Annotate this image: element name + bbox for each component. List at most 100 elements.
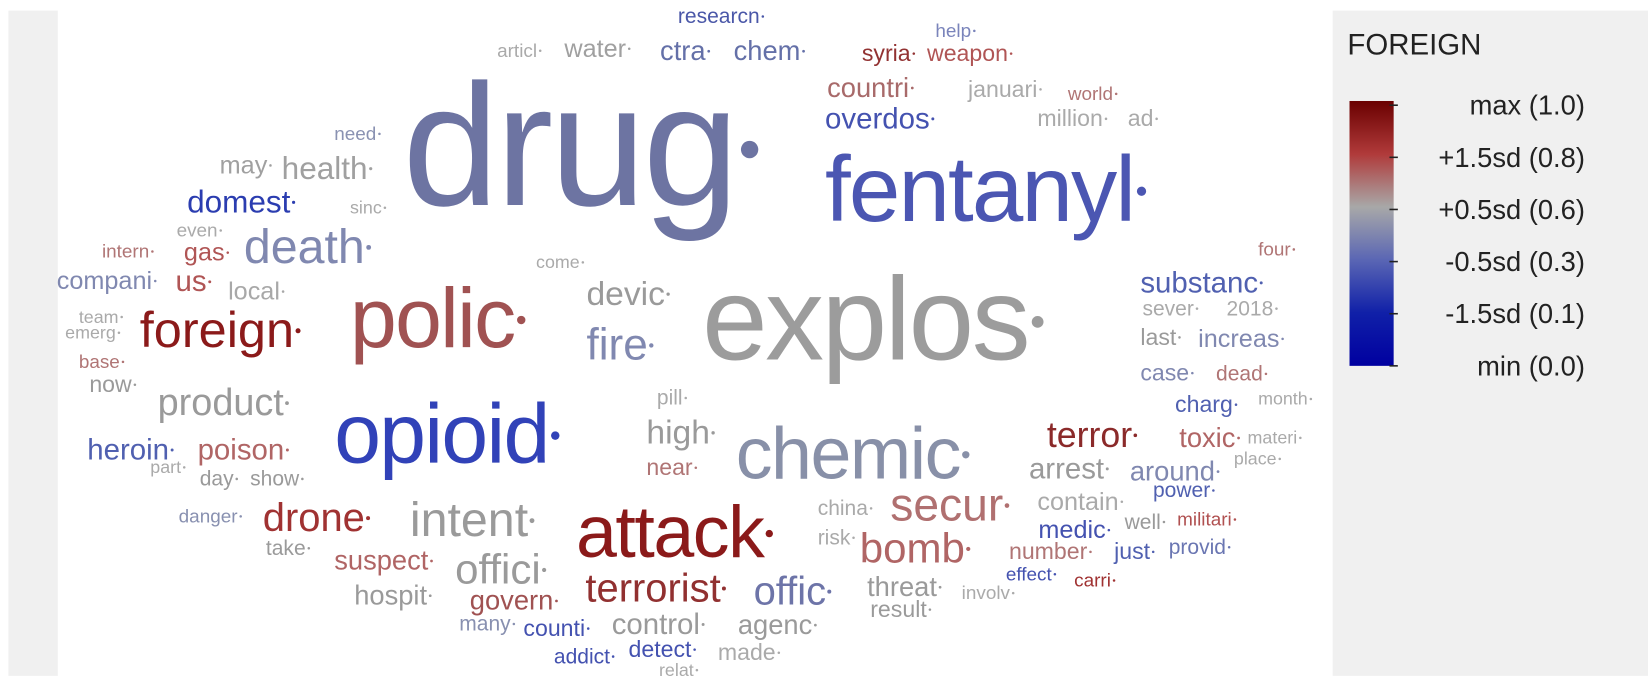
word-dot: [512, 622, 516, 626]
word-dot: [1089, 550, 1092, 554]
word-dot: [121, 360, 125, 364]
word-dot: [1133, 433, 1138, 438]
word: researcn: [678, 5, 760, 28]
word-dot: [301, 477, 304, 481]
word: intern: [102, 242, 149, 263]
word-dot: [1299, 436, 1302, 440]
word-dot: [910, 86, 914, 90]
word-dot: [307, 547, 311, 550]
word-dot: [1234, 403, 1238, 406]
word-dot: [555, 599, 558, 603]
word: sever: [1142, 297, 1193, 320]
word-dot: [285, 448, 289, 452]
word-dot: [281, 290, 285, 293]
word: attack: [576, 490, 765, 573]
word-dot: [869, 507, 873, 510]
word-dot: [235, 477, 238, 481]
word-dot: [1195, 307, 1199, 310]
word-dot: [1031, 315, 1044, 328]
word: suspect: [334, 545, 429, 576]
word-dot: [1292, 248, 1296, 251]
word: danger: [179, 506, 238, 527]
word-dot: [369, 167, 373, 171]
word-dot: [1120, 500, 1124, 504]
word: million: [1037, 105, 1103, 131]
word: china: [818, 497, 869, 520]
word: involv: [962, 583, 1011, 604]
legend-title: FOREIGN: [1347, 29, 1481, 62]
word-dot: [962, 451, 970, 459]
word: emerg: [65, 323, 116, 343]
word: health: [282, 150, 368, 186]
word-dot: [1104, 117, 1108, 121]
word-dot: [1309, 397, 1313, 401]
word: overdos: [825, 102, 930, 135]
word-dot: [1105, 467, 1109, 471]
word-dot: [285, 401, 289, 406]
word: terror: [1047, 415, 1132, 455]
word: drug: [403, 48, 736, 242]
word: opioid: [334, 387, 548, 481]
word: govern: [470, 585, 554, 616]
word: domest: [187, 183, 291, 219]
word-dot: [695, 668, 699, 672]
word-dot: [765, 529, 773, 538]
word-dot: [931, 117, 935, 121]
word: risk: [818, 527, 851, 550]
word: ctra: [660, 35, 706, 66]
word-dot: [684, 396, 688, 400]
legend-label: min (0.0): [1477, 350, 1585, 381]
word-dot: [586, 627, 590, 630]
word-dot: [711, 431, 715, 435]
word-dot: [1151, 550, 1155, 554]
word-dot: [1191, 371, 1194, 375]
word: dead: [1216, 363, 1263, 386]
word: drone: [263, 496, 365, 540]
word-dot: [133, 383, 137, 386]
word: fentanyl: [825, 137, 1134, 241]
word-dot: [938, 585, 942, 589]
word: arrest: [1029, 452, 1104, 485]
word-dot: [542, 567, 547, 573]
word: relat: [659, 660, 694, 676]
word-dot: [707, 49, 711, 53]
word: base: [79, 352, 120, 373]
word: secur: [890, 478, 1003, 530]
word-dot: [151, 250, 154, 253]
word-dot: [928, 608, 932, 611]
word-dot: [219, 229, 222, 232]
word: show: [250, 468, 300, 491]
word: gas: [184, 239, 225, 267]
word-dot: [627, 47, 631, 51]
word-dot: [295, 328, 301, 334]
word-dot: [378, 132, 381, 136]
word-dot: [551, 431, 560, 440]
word-dot: [366, 244, 372, 250]
word: result: [870, 596, 927, 622]
word-dot: [117, 331, 121, 335]
word-dot: [269, 164, 272, 167]
word: increas: [1198, 325, 1279, 353]
word-dot: [1233, 518, 1237, 521]
word: bomb: [860, 524, 965, 571]
word-dot: [1004, 503, 1010, 508]
legend-label: +0.5sd (0.6): [1438, 194, 1585, 225]
word-dot: [292, 200, 296, 204]
word: local: [228, 278, 280, 306]
word-dot: [611, 655, 615, 658]
word-dot: [1212, 489, 1215, 492]
word-dot: [802, 49, 805, 53]
word-dot: [973, 29, 976, 33]
word-dot: [182, 466, 186, 469]
word: sinc: [350, 197, 382, 217]
word: last: [1140, 324, 1177, 350]
word-dot: [430, 559, 433, 563]
word-dot: [120, 315, 123, 319]
word: many: [459, 613, 511, 636]
word-dot: [538, 49, 542, 53]
word: charg: [1175, 391, 1233, 417]
word-dot: [1275, 307, 1278, 310]
word-dot: [428, 594, 432, 598]
word: effect: [1006, 564, 1053, 585]
